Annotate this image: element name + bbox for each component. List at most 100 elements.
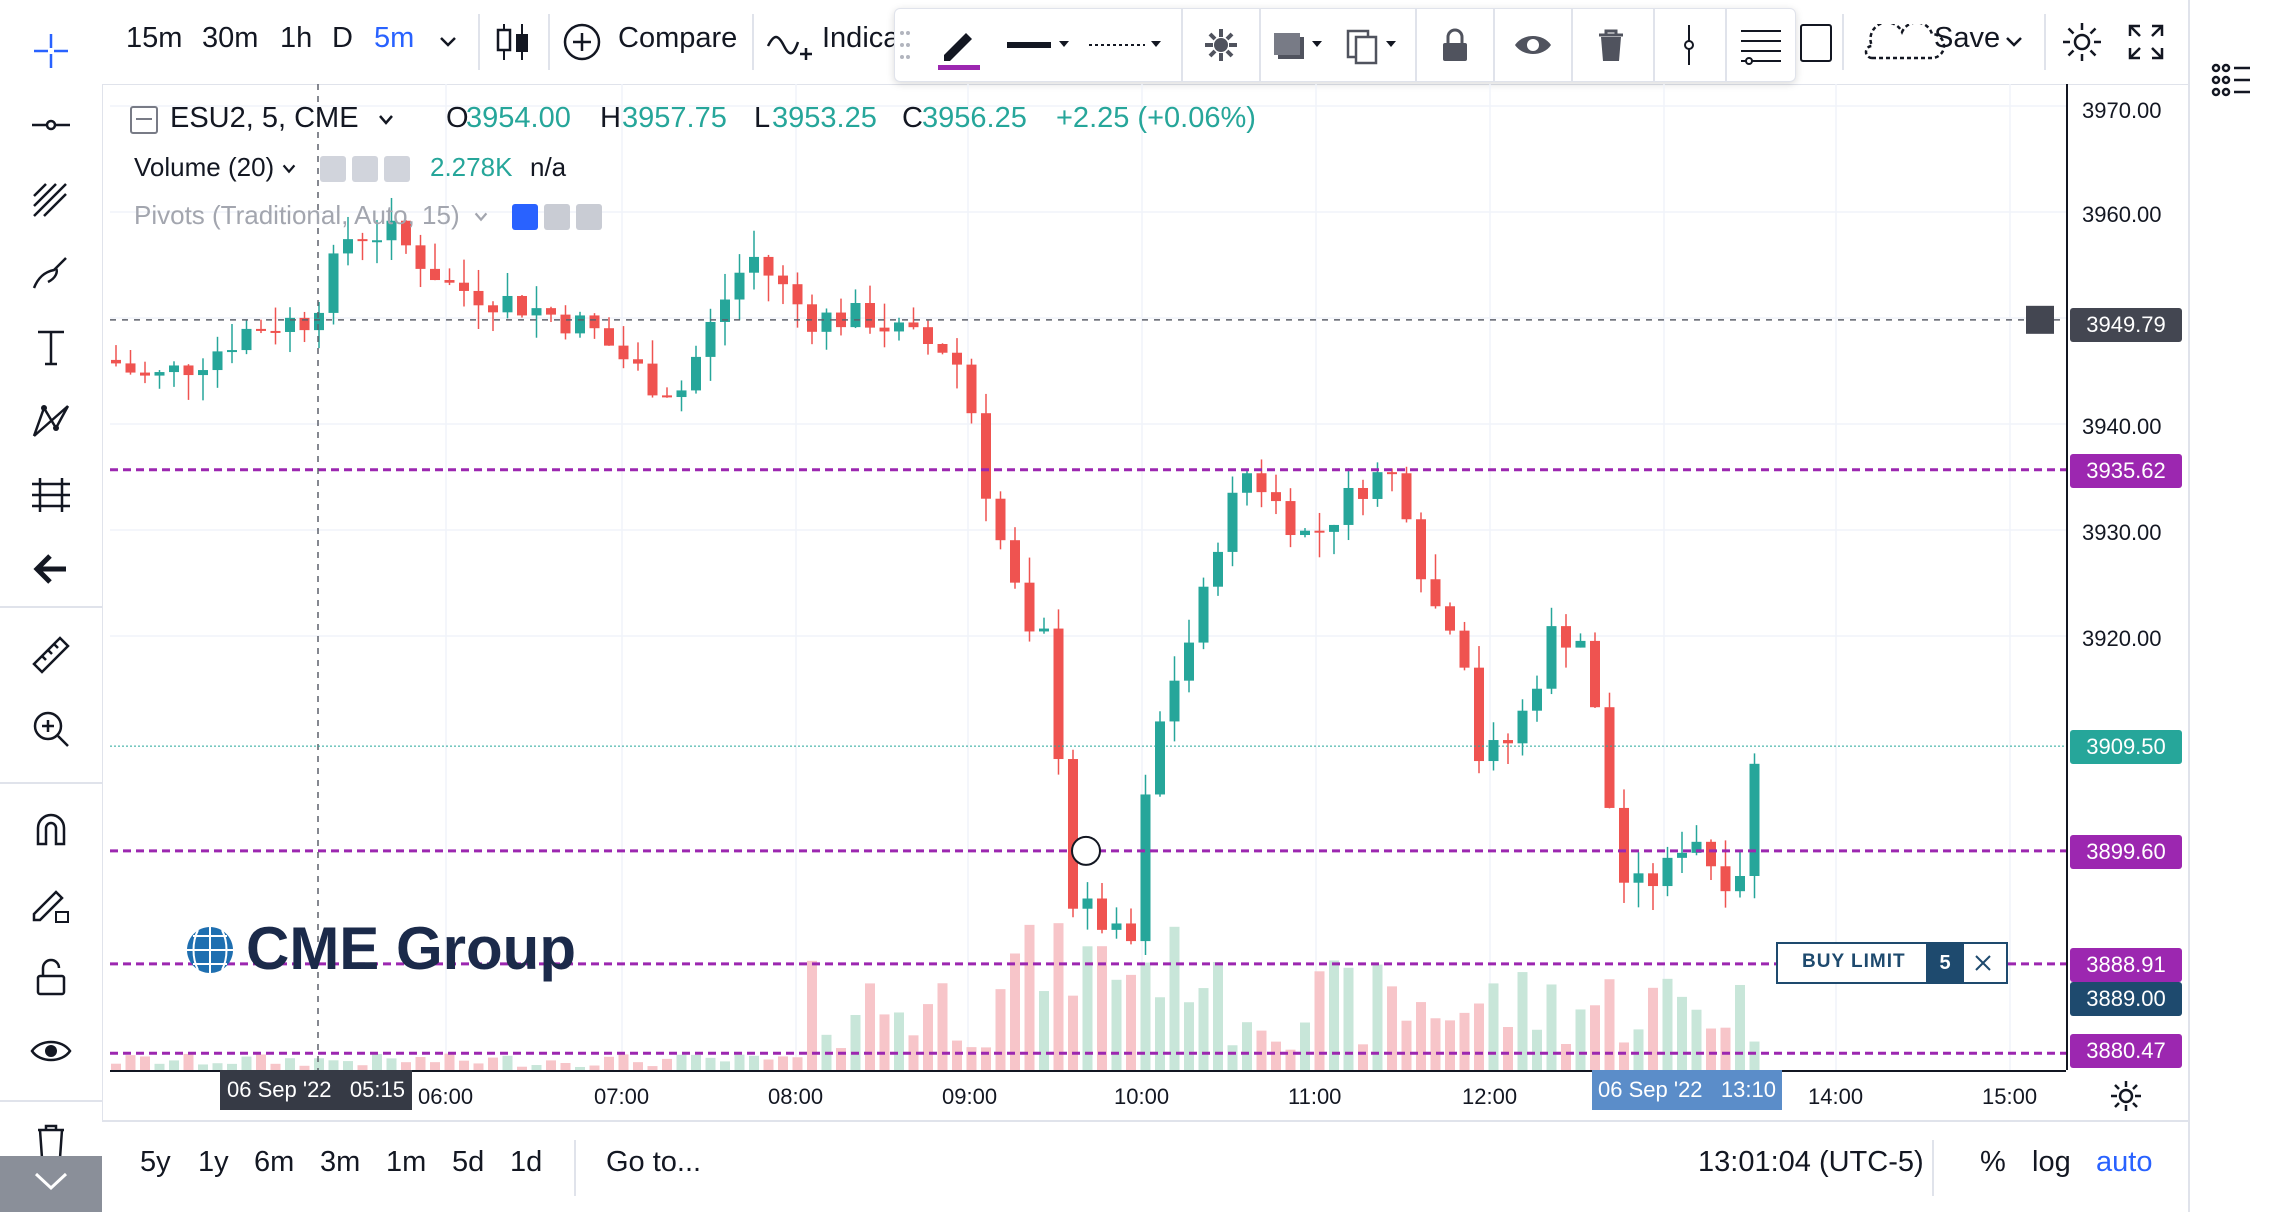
vertical-line-button[interactable] [1661,17,1717,73]
percent-toggle[interactable]: % [1980,1146,2006,1178]
range-1m[interactable]: 1m [386,1146,427,1178]
auto-toggle[interactable]: auto [2096,1146,2153,1178]
cme-globe-icon [184,924,236,976]
goto-button[interactable]: Go to... [606,1146,702,1178]
dashed-line-icon [1089,41,1161,47]
volume-bar [1532,1029,1542,1070]
chevron-down-icon[interactable] [2002,30,2026,54]
eye-icon[interactable] [22,1022,80,1080]
buy-limit-order-widget[interactable]: BUY LIMIT 5 [1776,942,2008,984]
pattern-icon[interactable] [22,392,80,450]
template-button[interactable] [1267,17,1333,73]
candle-body [894,322,904,332]
range-5d[interactable]: 5d [452,1146,485,1178]
volume-bar [1546,984,1557,1070]
magnet-icon[interactable] [22,800,80,858]
line-width-button[interactable] [1003,17,1077,73]
lock-icon [1443,28,1467,61]
remove-drawing-button[interactable] [1581,17,1641,73]
volume-bar [676,1054,687,1070]
chart-pane[interactable]: CME Group ESU2, 5, CME O 3954.00 H 3957.… [110,84,2066,1110]
back-arrow-icon[interactable] [22,540,80,598]
hidden-eye-icon[interactable] [512,204,538,230]
candle-body [647,363,658,396]
chevron-down-icon[interactable] [280,160,298,178]
cloud-icon[interactable] [1858,24,1948,64]
gear-icon[interactable] [352,156,378,182]
clone-button[interactable] [1341,17,1407,73]
close-icon[interactable] [384,156,410,182]
pivot-mid-label: 3899.60 [2070,835,2182,869]
brush-icon[interactable] [22,244,80,302]
collapse-legend-icon[interactable] [130,106,158,134]
fullscreen-icon[interactable] [2126,22,2166,62]
log-toggle[interactable]: log [2032,1146,2071,1178]
indicators-button[interactable]: Indica [822,22,900,54]
candle-body [560,314,571,334]
save-button[interactable]: Save [1934,22,2001,54]
volume-indicator-label[interactable]: Volume (20) [134,152,275,182]
symbol-title[interactable]: ESU2, 5, CME [170,102,359,134]
line-color-button[interactable] [925,17,991,73]
indicators-icon[interactable] [766,22,814,66]
pivots-indicator-label[interactable]: Pivots (Traditional, Auto, 15) [134,200,460,230]
crosshair-date: 06 Sep '22 [227,1077,332,1102]
gear-icon[interactable] [544,204,570,230]
lock-drawing-button[interactable] [1425,17,1485,73]
gear-icon[interactable] [2108,1078,2144,1114]
chevron-down-icon[interactable] [472,208,490,226]
close-icon[interactable] [1972,952,1994,974]
range-1d[interactable]: 1d [510,1146,543,1178]
order-price-label: 3888.91 [2070,948,2182,982]
volume-bar [647,1066,658,1070]
volume-bar [1445,1020,1455,1070]
volume-bar [1097,946,1107,1070]
order-quantity[interactable]: 5 [1926,944,1964,982]
unlock-icon[interactable] [22,948,80,1006]
range-3m[interactable]: 3m [320,1146,361,1178]
volume-bar [807,960,817,1070]
ruler-icon[interactable] [22,626,80,684]
gear-icon[interactable] [2060,20,2104,64]
interval-30m[interactable]: 30m [202,22,259,54]
line-style-button[interactable] [1085,17,1169,73]
forecast-icon[interactable] [22,466,80,524]
volume-bar [1488,983,1499,1070]
volume-bar [459,1060,469,1070]
range-1y[interactable]: 1y [198,1146,229,1178]
collapse-toolbar-button[interactable] [0,1156,102,1212]
interval-1h[interactable]: 1h [280,22,313,54]
drag-handle-icon[interactable] [899,27,911,63]
trend-line-icon[interactable] [22,96,80,154]
gann-fib-icon[interactable] [22,170,80,228]
time-scale[interactable]: 06:00 07:00 08:00 09:00 10:00 11:00 12:0… [110,1070,2066,1122]
interval-5m[interactable]: 5m [374,22,415,54]
text-icon[interactable] [22,318,80,376]
time-tick: 07:00 [594,1084,650,1109]
zoom-in-icon[interactable] [22,700,80,758]
crosshair-icon[interactable] [22,22,80,80]
price-scale[interactable]: 3970.00 3960.00 3940.00 3930.00 3920.00 … [2066,84,2190,1070]
chevron-down-icon[interactable] [436,30,460,54]
candles-icon[interactable] [488,18,538,66]
layout-square-icon[interactable] [1800,24,1832,62]
range-6m[interactable]: 6m [254,1146,295,1178]
close-icon[interactable] [576,204,602,230]
interval-15m[interactable]: 15m [126,22,183,54]
chevron-down-icon[interactable] [376,110,396,130]
volume-bar [212,1063,223,1070]
compare-button[interactable]: Compare [618,22,738,54]
hide-drawing-button[interactable] [1503,17,1563,73]
price-tick: 3970.00 [2082,98,2162,123]
lock-pencil-icon[interactable] [22,874,80,932]
clock-timezone[interactable]: 13:01:04 (UTC-5) [1698,1146,1924,1178]
more-options-button[interactable] [1731,17,1791,73]
volume-bar [1242,1022,1252,1070]
candle-body [1343,487,1354,525]
drawing-settings-button[interactable] [1191,17,1251,73]
range-5y[interactable]: 5y [140,1146,171,1178]
eye-icon[interactable] [320,156,346,182]
watchlist-icon[interactable] [2206,56,2256,106]
interval-d[interactable]: D [332,22,353,54]
compare-plus-icon[interactable] [562,22,602,62]
